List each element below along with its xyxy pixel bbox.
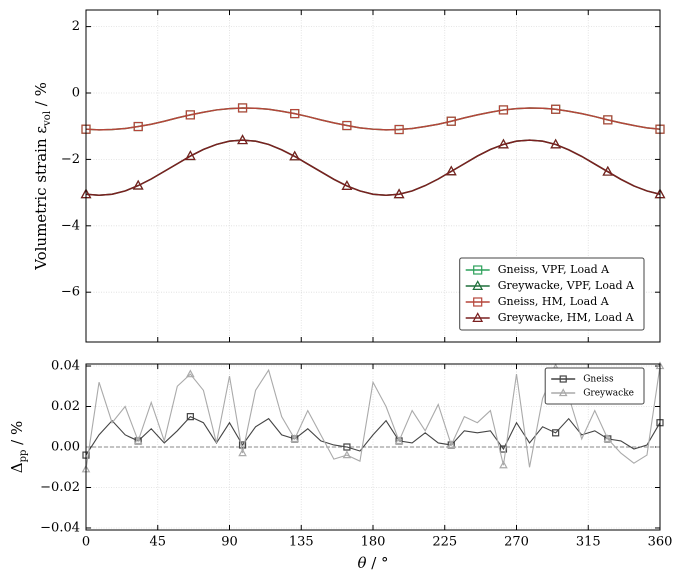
marker bbox=[132, 179, 144, 190]
legend-label: Greywacke, HM, Load A bbox=[498, 311, 635, 324]
legend: Gneiss Greywacke bbox=[544, 367, 645, 405]
marker bbox=[341, 180, 353, 190]
y-tick-label: −2 bbox=[61, 152, 80, 167]
x-tick-label: 225 bbox=[432, 535, 457, 550]
legend-label: Greywacke, VPF, Load A bbox=[498, 279, 635, 292]
y-tick-label: −4 bbox=[61, 218, 80, 233]
marker bbox=[446, 116, 456, 126]
label-part: θ bbox=[357, 554, 366, 572]
marker bbox=[552, 429, 560, 437]
marker bbox=[551, 104, 561, 114]
x-tick-label: 360 bbox=[648, 535, 673, 550]
legend-label: Gneiss bbox=[583, 375, 614, 385]
series-line bbox=[85, 139, 661, 197]
label-part: / % bbox=[8, 421, 26, 450]
marker bbox=[133, 436, 143, 445]
marker bbox=[472, 312, 484, 322]
label-part: Δ bbox=[8, 462, 26, 473]
marker bbox=[602, 165, 614, 176]
x-tick-label: 45 bbox=[149, 535, 166, 550]
marker bbox=[342, 120, 352, 131]
panel: 0.04 0.02 0.00 −0.02 −0.040 45 90 135 180 225 270 3… bbox=[8, 359, 672, 572]
marker bbox=[289, 150, 301, 161]
marker bbox=[446, 440, 456, 449]
marker bbox=[559, 375, 567, 383]
marker bbox=[498, 105, 509, 115]
y-tick-label: 2 bbox=[72, 19, 80, 34]
series-line bbox=[85, 107, 661, 131]
plot-frame bbox=[85, 9, 661, 343]
marker bbox=[473, 297, 483, 307]
plot-frame bbox=[85, 363, 661, 531]
x-tick-label: 315 bbox=[576, 535, 601, 550]
legend-frame bbox=[459, 257, 645, 331]
y-tick-label: −0.04 bbox=[40, 520, 80, 535]
marker bbox=[237, 134, 248, 145]
marker bbox=[133, 121, 143, 132]
x-axis-label: θ / ° bbox=[357, 554, 388, 572]
x-tick-label: 180 bbox=[361, 535, 386, 550]
y-tick-label: 0.04 bbox=[51, 359, 80, 374]
marker bbox=[238, 441, 247, 449]
marker bbox=[603, 115, 613, 125]
marker bbox=[290, 434, 300, 443]
marker bbox=[558, 388, 568, 397]
legend-frame bbox=[544, 367, 645, 405]
legend-label: Gneiss, HM, Load A bbox=[498, 295, 610, 308]
marker bbox=[603, 434, 613, 443]
marker bbox=[499, 460, 508, 469]
marker bbox=[237, 103, 248, 113]
label-part: Volumetric strain ε bbox=[32, 126, 50, 271]
marker bbox=[342, 450, 352, 459]
marker bbox=[473, 265, 483, 275]
legend-label: Greywacke bbox=[583, 389, 634, 399]
marker bbox=[290, 108, 300, 119]
label-part: / ° bbox=[366, 554, 388, 572]
marker bbox=[186, 413, 194, 421]
y-axis-label: Volumetric strain εvol / % bbox=[32, 82, 53, 271]
marker bbox=[343, 443, 351, 451]
panel: 2 0 −2 −4 −6 Volumetric strain εvol / % Gneiss… bbox=[32, 9, 666, 343]
marker bbox=[394, 124, 404, 135]
legend: Gneiss, VPF, Load A Greywacke, VPF, Load … bbox=[459, 257, 645, 331]
label-part: pp bbox=[18, 450, 29, 463]
marker bbox=[499, 445, 508, 453]
label-part: / % bbox=[32, 82, 50, 111]
y-tick-label: −0.02 bbox=[40, 480, 80, 495]
x-tick-label: 270 bbox=[504, 535, 529, 550]
x-tick-label: 135 bbox=[289, 535, 314, 550]
marker bbox=[445, 165, 457, 176]
marker bbox=[393, 188, 405, 199]
marker bbox=[184, 150, 196, 161]
label-part: vol bbox=[42, 111, 53, 127]
x-tick-label: 0 bbox=[82, 535, 90, 550]
marker bbox=[550, 138, 562, 149]
marker bbox=[472, 280, 484, 290]
y-tick-label: −6 bbox=[61, 285, 80, 300]
y-axis-label: Δpp / % bbox=[8, 421, 29, 474]
y-tick-label: 0.02 bbox=[51, 399, 80, 414]
marker bbox=[185, 110, 195, 120]
marker bbox=[238, 448, 247, 457]
marker bbox=[394, 436, 404, 445]
marker bbox=[498, 138, 509, 149]
series-line bbox=[85, 415, 661, 456]
marker bbox=[186, 369, 195, 378]
legend-label: Gneiss, VPF, Load A bbox=[498, 263, 610, 276]
y-tick-label: 0.00 bbox=[51, 440, 80, 455]
y-tick-label: 0 bbox=[72, 86, 80, 101]
x-tick-label: 90 bbox=[221, 535, 238, 550]
